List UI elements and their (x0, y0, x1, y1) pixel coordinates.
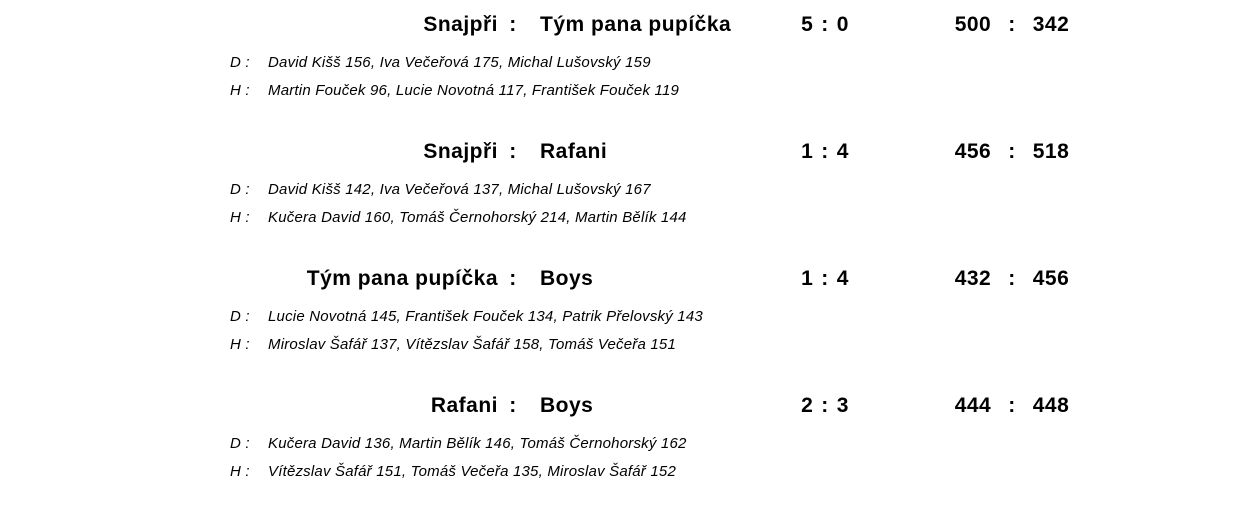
pins-colon: : (1008, 394, 1016, 417)
guest-players-list: Miroslav Šafář 137, Vítězslav Šafář 158,… (268, 336, 676, 353)
pins-colon: : (1008, 267, 1016, 290)
points-away: 4 (836, 267, 849, 290)
points-home: 1 (801, 140, 814, 163)
points-home: 1 (801, 267, 814, 290)
guest-players-list: Martin Fouček 96, Lucie Novotná 117, Fra… (268, 82, 680, 99)
home-players-row: D : Lucie Novotná 145, František Fouček … (0, 307, 1238, 326)
points-colon: : (821, 140, 829, 163)
pins-home: 432 (954, 267, 992, 290)
home-players-list: Lucie Novotná 145, František Fouček 134,… (268, 308, 703, 325)
home-players-row: D : Kučera David 136, Martin Bělík 146, … (0, 434, 1238, 453)
points-score: 2 : 3 (765, 393, 885, 419)
home-players-list: David Kišš 156, Iva Večeřová 175, Michal… (268, 54, 651, 71)
pins-colon: : (1008, 140, 1016, 163)
points-away: 0 (836, 13, 849, 36)
points-colon: : (821, 394, 829, 417)
home-team-name: Tým pana pupíčka (306, 267, 498, 290)
guest-players-list: Vítězslav Šafář 151, Tomáš Večeřa 135, M… (268, 463, 676, 480)
pins-away: 518 (1032, 140, 1070, 163)
home-players-row: D : David Kišš 142, Iva Večeřová 137, Mi… (0, 180, 1238, 199)
pins-colon: : (1008, 13, 1016, 36)
pins-score: 444 : 448 (928, 393, 1096, 419)
away-team-name: Boys (540, 267, 594, 290)
home-team-name: Snajpři (423, 140, 498, 163)
guest-players-list: Kučera David 160, Tomáš Černohorský 214,… (268, 209, 687, 226)
away-team-name: Boys (540, 394, 594, 417)
pins-score: 500 : 342 (928, 12, 1096, 38)
guest-players-label: H : (230, 209, 250, 226)
guest-players-row: H : Vítězslav Šafář 151, Tomáš Večeřa 13… (0, 462, 1238, 481)
home-team-name: Snajpři (423, 13, 498, 36)
home-players-row: D : David Kišš 156, Iva Večeřová 175, Mi… (0, 53, 1238, 72)
guest-players-row: H : Kučera David 160, Tomáš Černohorský … (0, 208, 1238, 227)
home-players-label: D : (230, 435, 250, 452)
pins-home: 456 (954, 140, 992, 163)
home-team-name: Rafani (430, 394, 498, 417)
home-players-list: David Kišš 142, Iva Večeřová 137, Michal… (268, 181, 651, 198)
pins-home: 444 (954, 394, 992, 417)
match-result-block: Tým pana pupíčka : Boys 1 : 4 432 : 456 … (0, 266, 1238, 393)
guest-players-label: H : (230, 82, 250, 99)
pins-score: 456 : 518 (928, 139, 1096, 165)
team-separator-colon: : (509, 13, 517, 36)
match-result-block: Snajpři : Tým pana pupíčka 5 : 0 500 : 3… (0, 12, 1238, 139)
pins-away: 456 (1032, 267, 1070, 290)
points-away: 4 (836, 140, 849, 163)
home-players-label: D : (230, 54, 250, 71)
guest-players-label: H : (230, 463, 250, 480)
match-title-row: Snajpři : Tým pana pupíčka 5 : 0 500 : 3… (0, 12, 1238, 38)
home-players-label: D : (230, 308, 250, 325)
pins-score: 432 : 456 (928, 266, 1096, 292)
team-separator-colon: : (509, 394, 517, 417)
points-home: 5 (801, 13, 814, 36)
points-score: 1 : 4 (765, 266, 885, 292)
pins-away: 342 (1032, 13, 1070, 36)
match-title-row: Rafani : Boys 2 : 3 444 : 448 (0, 393, 1238, 419)
points-away: 3 (836, 394, 849, 417)
points-home: 2 (801, 394, 814, 417)
match-result-block: Snajpři : Rafani 1 : 4 456 : 518 D : Dav… (0, 139, 1238, 266)
team-separator-colon: : (509, 267, 517, 290)
match-title-row: Snajpři : Rafani 1 : 4 456 : 518 (0, 139, 1238, 165)
match-result-block: Rafani : Boys 2 : 3 444 : 448 D : Kučera… (0, 393, 1238, 507)
match-title-row: Tým pana pupíčka : Boys 1 : 4 432 : 456 (0, 266, 1238, 292)
points-score: 1 : 4 (765, 139, 885, 165)
pins-away: 448 (1032, 394, 1070, 417)
home-players-label: D : (230, 181, 250, 198)
points-colon: : (821, 13, 829, 36)
guest-players-row: H : Martin Fouček 96, Lucie Novotná 117,… (0, 81, 1238, 100)
team-separator-colon: : (509, 140, 517, 163)
guest-players-row: H : Miroslav Šafář 137, Vítězslav Šafář … (0, 335, 1238, 354)
home-players-list: Kučera David 136, Martin Bělík 146, Tomá… (268, 435, 687, 452)
pins-home: 500 (954, 13, 992, 36)
points-colon: : (821, 267, 829, 290)
away-team-name: Rafani (540, 140, 608, 163)
away-team-name: Tým pana pupíčka (540, 13, 732, 36)
guest-players-label: H : (230, 336, 250, 353)
points-score: 5 : 0 (765, 12, 885, 38)
